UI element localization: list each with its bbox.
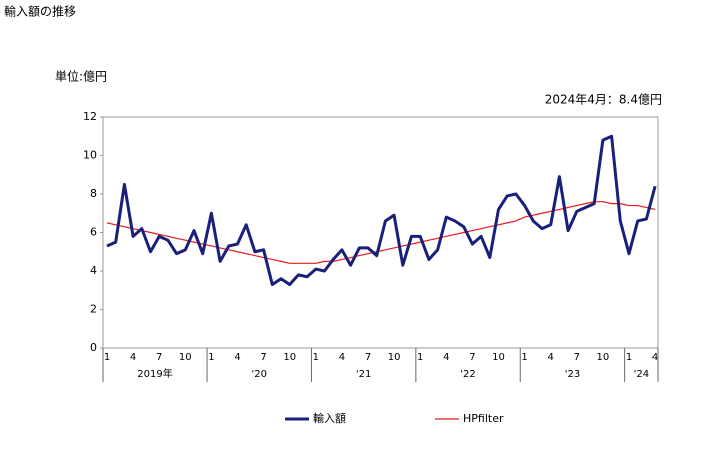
- year-label: '24: [634, 369, 649, 380]
- x-tick-label: 4: [443, 352, 449, 363]
- annotation: 2024年4月：8.4億円: [545, 93, 662, 107]
- year-label: 2019年: [137, 367, 172, 380]
- x-tick-label: 7: [469, 352, 475, 363]
- x-tick-label: 4: [130, 352, 136, 363]
- x-tick-label: 1: [208, 352, 214, 363]
- x-tick-label: 4: [548, 352, 554, 363]
- x-tick-label: 10: [597, 352, 610, 363]
- x-tick-label: 10: [388, 352, 401, 363]
- y-tick-label: 4: [90, 264, 97, 277]
- x-tick-label: 4: [234, 352, 240, 363]
- year-label: '23: [565, 369, 580, 380]
- x-tick-label: 4: [339, 352, 345, 363]
- legend-label: 輸入額: [313, 411, 346, 425]
- y-tick-label: 12: [83, 110, 97, 123]
- x-tick-label: 10: [283, 352, 296, 363]
- plot-frame: [102, 116, 659, 349]
- x-tick-label: 1: [626, 352, 632, 363]
- x-tick-label: 7: [365, 352, 371, 363]
- x-tick-label: 1: [521, 352, 527, 363]
- legend-label: HPfilter: [463, 412, 504, 425]
- unit-label: 単位:億円: [55, 69, 107, 84]
- x-tick-label: 1: [313, 352, 319, 363]
- x-tick-label: 7: [574, 352, 580, 363]
- y-tick-label: 8: [90, 187, 97, 200]
- x-tick-label: 7: [260, 352, 266, 363]
- x-tick-label: 1: [104, 352, 110, 363]
- chart-title: 輸入額の推移: [4, 4, 76, 19]
- year-label: '20: [252, 369, 267, 380]
- year-label: '22: [460, 369, 475, 380]
- y-tick-label: 0: [90, 341, 97, 354]
- x-tick-label: 10: [179, 352, 192, 363]
- y-tick-label: 2: [90, 303, 97, 316]
- x-tick-label: 1: [417, 352, 423, 363]
- y-tick-label: 6: [90, 226, 97, 239]
- y-tick-label: 10: [83, 149, 97, 162]
- x-tick-label: 4: [652, 352, 658, 363]
- year-label: '21: [356, 369, 371, 380]
- series-line: [106, 134, 657, 286]
- x-tick-label: 10: [492, 352, 505, 363]
- x-tick-label: 7: [156, 352, 162, 363]
